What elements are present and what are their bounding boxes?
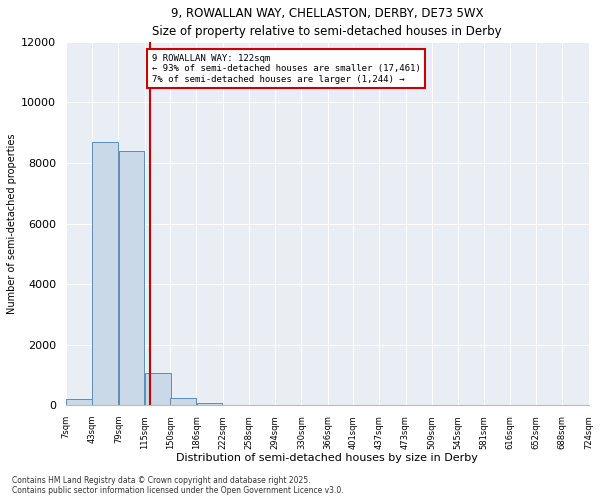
Title: 9, ROWALLAN WAY, CHELLASTON, DERBY, DE73 5WX
Size of property relative to semi-d: 9, ROWALLAN WAY, CHELLASTON, DERBY, DE73… (152, 7, 502, 38)
Bar (92, 142, 118, 405)
Bar (66, 399, 92, 405)
Y-axis label: Number of semi-detached properties: Number of semi-detached properties (7, 134, 17, 314)
Bar (145, 374, 170, 405)
Bar (119, 151, 145, 405)
Bar (197, 404, 223, 405)
Text: Contains HM Land Registry data © Crown copyright and database right 2025.
Contai: Contains HM Land Registry data © Crown c… (12, 476, 344, 495)
X-axis label: Distribution of semi-detached houses by size in Derby: Distribution of semi-detached houses by … (176, 453, 478, 463)
Text: 9 ROWALLAN WAY: 122sqm
← 93% of semi-detached houses are smaller (17,461)
7% of : 9 ROWALLAN WAY: 122sqm ← 93% of semi-det… (152, 54, 421, 84)
Bar (170, 398, 196, 405)
